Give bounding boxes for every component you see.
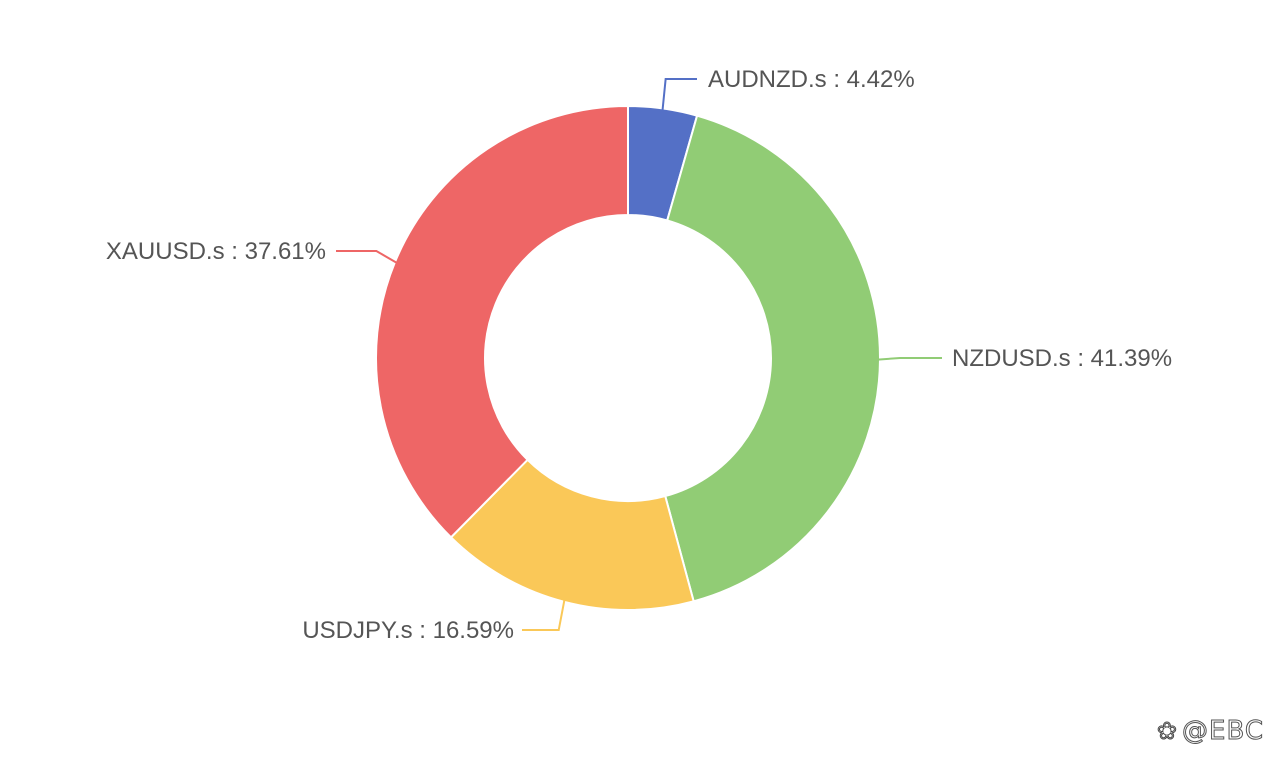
slice-label-xauusd-s: XAUUSD.s : 37.61% <box>106 238 326 265</box>
slice-label-nzdusd-s: NZDUSD.s : 41.39% <box>952 345 1172 372</box>
leader-line-nzdusd-s <box>875 357 942 361</box>
slice-label-audnzd-s: AUDNZD.s : 4.42% <box>708 66 915 93</box>
watermark: ❀ @EBC <box>1156 716 1264 747</box>
leader-line-audnzd-s <box>661 78 697 113</box>
label-leader-lines <box>336 78 942 631</box>
leader-line-usdjpy-s <box>522 597 566 631</box>
slice-xauusd-s <box>375 104 629 539</box>
watermark-text: @EBC <box>1182 716 1264 747</box>
leader-line-xauusd-s <box>336 250 400 265</box>
chat-bubble-icon: ❀ <box>1156 717 1179 746</box>
donut-slices <box>375 104 881 611</box>
slice-nzdusd-s <box>664 114 881 603</box>
slice-labels: AUDNZD.s : 4.42% NZDUSD.s : 41.39% USDJPY.… <box>106 66 1172 644</box>
slice-label-usdjpy-s: USDJPY.s : 16.59% <box>302 617 514 644</box>
slice-usdjpy-s <box>449 458 695 611</box>
